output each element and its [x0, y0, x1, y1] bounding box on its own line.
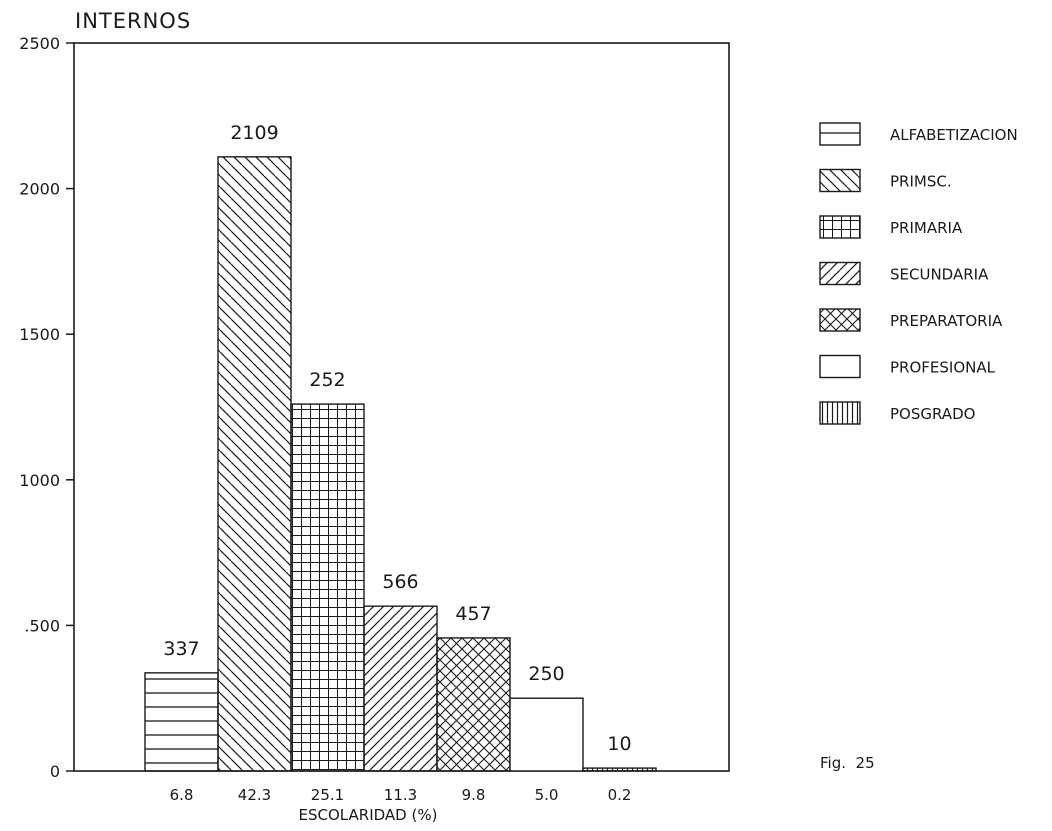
data-label: 457 [455, 603, 491, 625]
bar-9_8 [436, 637, 511, 772]
y-tick-label: .500 [24, 616, 60, 635]
data-labels-group: 337 2109 252 566 457 250 10 [163, 122, 631, 755]
y-tick-label: 0 [50, 762, 60, 781]
legend: ALFABETIZACION PRIMSC. PRIMARIA SECUNDARIA P… [819, 122, 1018, 425]
bar-0_2 [582, 767, 657, 772]
legend-swatch [819, 308, 861, 332]
bar-11_3 [363, 605, 438, 772]
bar-5_0 [509, 697, 584, 772]
x-tick-label: 42.3 [238, 786, 271, 804]
legend-label: POSGRADO [890, 405, 975, 423]
y-tick-label: 1000 [19, 471, 60, 490]
data-label: 250 [528, 663, 564, 685]
bar-42_3 [217, 156, 292, 772]
legend-swatch [819, 122, 861, 146]
data-label: 337 [163, 638, 199, 660]
legend-label: PRIMSC. [890, 173, 952, 191]
legend-swatch [819, 401, 861, 425]
data-label: 2109 [230, 122, 278, 144]
legend-label: PRIMARIA [890, 219, 963, 237]
legend-swatch [819, 261, 861, 286]
chart-title: INTERNOS [75, 9, 191, 33]
y-tick-label: 1500 [19, 325, 60, 344]
legend-label: PREPARATORIA [890, 312, 1003, 330]
figure-caption: Fig. 25 [820, 754, 875, 772]
legend-label: SECUNDARIA [890, 266, 989, 284]
x-tick-label: 9.8 [462, 786, 486, 804]
x-tick-labels-group: 6.8 42.3 25.1 11.3 9.8 5.0 0.2 [170, 786, 632, 804]
data-label: 566 [382, 571, 418, 593]
x-tick-label: 6.8 [170, 786, 194, 804]
x-tick-label: 5.0 [535, 786, 559, 804]
legend-swatch [819, 354, 861, 379]
legend-label: ALFABETIZACION [890, 126, 1018, 144]
legend-swatch [819, 168, 861, 193]
y-axis: 0 .500 1000 1500 2000 2500 [19, 34, 74, 781]
x-axis-label: ESCOLARIDAD (%) [299, 806, 438, 824]
data-label: 252 [309, 369, 345, 391]
y-tick-label: 2000 [19, 180, 60, 199]
x-tick-label: 0.2 [608, 786, 632, 804]
x-tick-label: 25.1 [311, 786, 344, 804]
bar-25_1 [290, 403, 365, 772]
bars-group [144, 156, 657, 772]
bar-6_8 [144, 672, 219, 772]
data-label: 10 [607, 733, 631, 755]
x-tick-label: 11.3 [384, 786, 417, 804]
legend-label: PROFESIONAL [890, 359, 996, 377]
legend-swatch [819, 215, 861, 239]
y-tick-label: 2500 [19, 34, 60, 53]
